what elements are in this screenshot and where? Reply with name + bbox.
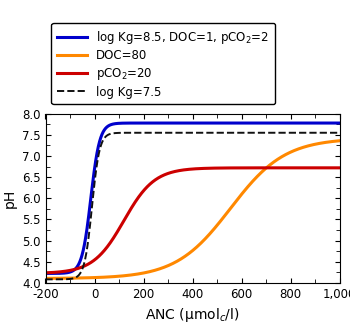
X-axis label: ANC (μmol$_c$/l): ANC (μmol$_c$/l) [145,306,240,324]
Y-axis label: pH: pH [2,188,16,208]
Legend: log Kg=8.5, DOC=1, pCO$_2$=2, DOC=80, pCO$_2$=20, log Kg=7.5: log Kg=8.5, DOC=1, pCO$_2$=2, DOC=80, pC… [51,23,275,104]
